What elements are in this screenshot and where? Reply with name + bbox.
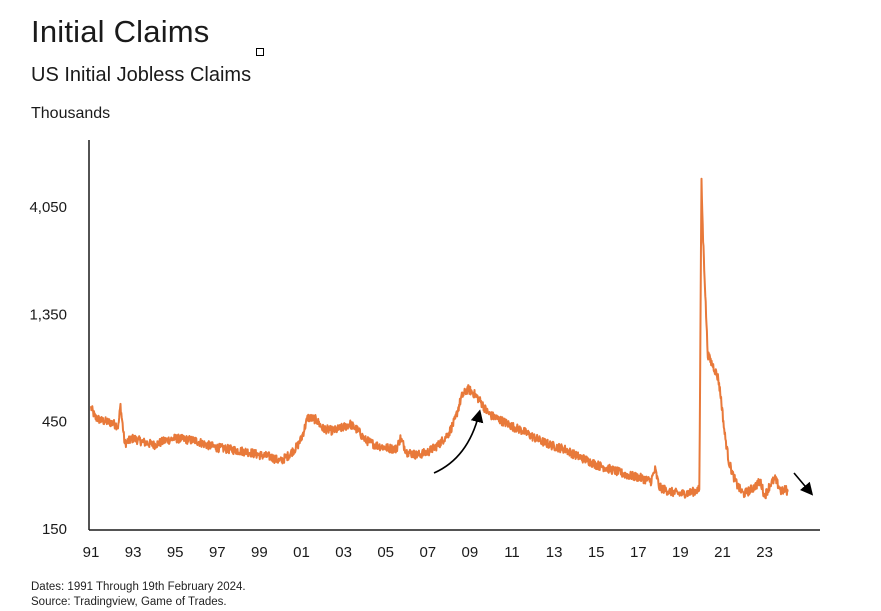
y-tick-label: 1,350 [29, 306, 67, 323]
x-tick-label: 11 [504, 544, 520, 561]
x-tick-label: 15 [588, 544, 605, 561]
x-tick-label: 03 [335, 544, 352, 561]
footnote-dates: Dates: 1991 Through 19th February 2024. [31, 581, 246, 593]
x-tick-label: 93 [125, 544, 142, 561]
y-tick-label: 150 [42, 521, 67, 538]
series-group [90, 177, 789, 500]
x-tick-label: 17 [630, 544, 647, 561]
rising-arrow [433, 409, 484, 474]
x-tick-label: 21 [714, 544, 731, 561]
x-tick-label: 23 [756, 544, 773, 561]
x-tick-label: 13 [546, 544, 563, 561]
x-tick-label: 01 [293, 544, 310, 561]
chart-axes [88, 140, 820, 531]
x-tick-label: 91 [83, 544, 100, 561]
annotation-arrows [433, 409, 814, 496]
x-tick-label: 09 [462, 544, 479, 561]
x-tick-label: 95 [167, 544, 184, 561]
series-line [90, 177, 789, 500]
footnote-source: Source: Tradingview, Game of Trades. [31, 596, 227, 608]
x-tick-label: 05 [377, 544, 394, 561]
corner-marker [256, 48, 264, 56]
x-tick-label: 07 [419, 544, 436, 561]
chart-subtitle: US Initial Jobless Claims [31, 64, 252, 86]
x-tick-label: 97 [209, 544, 226, 561]
y-axis-ticks: 150 450 1,350 4,050 [29, 199, 67, 538]
x-tick-label: 19 [672, 544, 689, 561]
x-tick-label: 99 [251, 544, 268, 561]
falling-arrow [793, 472, 814, 496]
y-tick-label: 450 [42, 414, 67, 431]
y-axis-unit-label: Thousands [31, 105, 111, 122]
x-axis-ticks: 91 93 95 97 99 01 03 05 07 09 11 13 15 17 19 21 23 [83, 544, 773, 561]
y-tick-label: 4,050 [29, 199, 67, 216]
chart-title: Initial Claims [31, 14, 210, 49]
